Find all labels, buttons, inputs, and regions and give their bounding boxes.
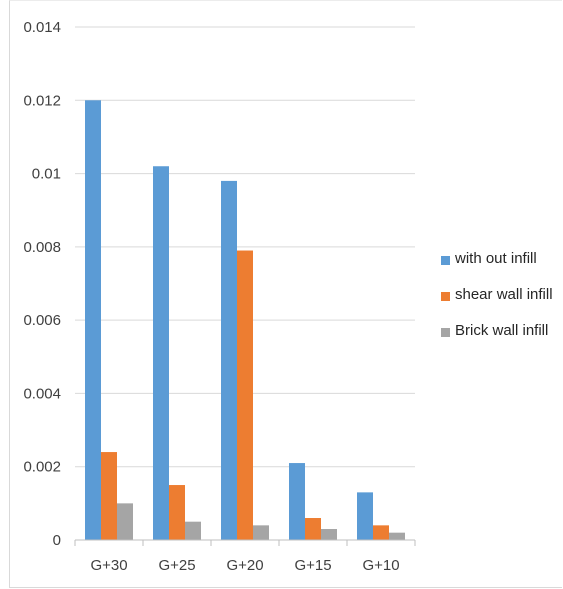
bar [389, 532, 405, 540]
bar [185, 521, 201, 540]
bar [321, 529, 337, 540]
y-tick-label: 0.014 [23, 19, 61, 36]
bar [305, 518, 321, 540]
x-tick-label: G+30 [90, 557, 127, 574]
legend-label: with out infill [455, 250, 537, 267]
legend-label: shear wall infill [455, 286, 553, 303]
y-tick-label: 0.01 [32, 166, 61, 183]
bar [253, 525, 269, 540]
bar [85, 100, 101, 541]
bar [357, 492, 373, 540]
x-tick-label: G+10 [362, 557, 399, 574]
legend-label: Brick wall infill [455, 322, 549, 339]
x-tick-label: G+20 [226, 557, 263, 574]
bar [221, 180, 237, 540]
bar [153, 166, 169, 540]
y-axis: 0 0.002 0.004 0.006 0.008 0.01 0.012 0.014 [23, 19, 61, 549]
bar [101, 452, 117, 540]
x-tick-label: G+15 [294, 557, 331, 574]
legend-swatch [441, 328, 450, 337]
y-tick-label: 0.004 [23, 385, 61, 402]
bar [117, 503, 133, 540]
y-tick-label: 0.008 [23, 239, 61, 256]
y-tick-label: 0.006 [23, 312, 61, 329]
bar [373, 525, 389, 540]
legend-swatch [441, 256, 450, 265]
x-tick-label: G+25 [158, 557, 195, 574]
bar [289, 463, 305, 540]
y-tick-label: 0.002 [23, 459, 61, 476]
bars [85, 100, 405, 541]
y-tick-label: 0.012 [23, 92, 61, 109]
y-tick-label: 0 [53, 532, 61, 549]
bar [169, 485, 185, 540]
bar [237, 250, 253, 540]
x-axis: G+30 G+25 G+20 G+15 G+10 [74, 539, 416, 574]
chart-frame [9, 0, 562, 588]
legend-swatch [441, 292, 450, 301]
